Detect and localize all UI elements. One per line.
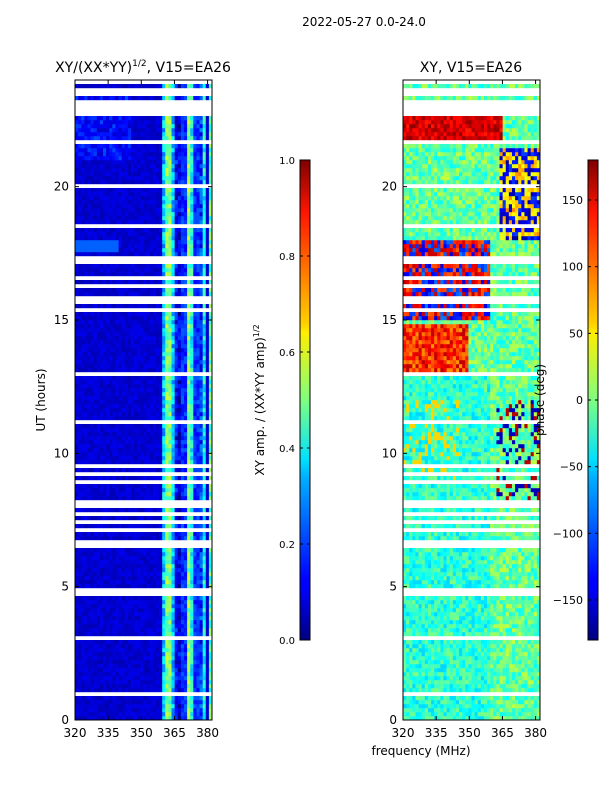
phase-plot-frame — [402, 79, 541, 721]
x-tick-label: 320 — [392, 726, 415, 740]
y-tick-label: 0 — [61, 713, 69, 727]
y-tick-label: 10 — [54, 446, 69, 460]
y-tick-label: 0 — [389, 713, 397, 727]
phase-axis-ticks: 320 335 350 365 380 0 5 10 15 20 — [382, 80, 547, 740]
y-tick-label: 5 — [389, 580, 397, 594]
figure-suptitle: 2022-05-27 0.0-24.0 — [302, 15, 426, 29]
x-tick-label: 335 — [425, 726, 448, 740]
x-axis-label: frequency (MHz) — [371, 744, 470, 758]
amp-colorbar — [299, 159, 311, 641]
x-tick-label: 350 — [458, 726, 481, 740]
x-tick-label: 365 — [163, 726, 186, 740]
amp-colorbar-label: XY amp. / (XX*YY amp)1/2 — [252, 324, 267, 475]
phase-heatmap — [403, 80, 540, 720]
x-tick-label: 380 — [524, 726, 547, 740]
y-tick-label: 20 — [54, 180, 69, 194]
x-tick-label: 350 — [130, 726, 153, 740]
amp-plot-frame — [74, 79, 213, 721]
y-tick-label: 15 — [54, 313, 69, 327]
colorbar-tick-label: −150 — [553, 594, 583, 607]
y-tick-label: 5 — [61, 580, 69, 594]
colorbar-tick-label: 50 — [569, 327, 583, 340]
colorbar-tick-label: 0.2 — [279, 540, 295, 551]
y-tick-label: 20 — [382, 180, 397, 194]
colorbar-tick-label: 100 — [562, 261, 583, 274]
amp-axis-ticks: 320 335 350 365 380 0 5 10 15 20 — [54, 80, 219, 740]
colorbar-tick-label: 0.8 — [279, 252, 295, 263]
colorbar-tick-label: 1.0 — [279, 156, 295, 167]
amp-title-rest: , V15=EA26 — [147, 60, 231, 76]
amp-title-main: XY/(XX*YY) — [55, 60, 132, 76]
amp-colorbar-label-sup: 1/2 — [252, 324, 261, 337]
x-tick-label: 365 — [491, 726, 514, 740]
y-tick-label: 10 — [382, 446, 397, 460]
colorbar-tick-label: −50 — [560, 461, 583, 474]
x-tick-label: 380 — [196, 726, 219, 740]
phase-panel-title: XY, V15=EA26 — [420, 60, 522, 76]
colorbar-tick-label: 0.0 — [279, 636, 295, 647]
y-tick-label: 15 — [382, 313, 397, 327]
x-tick-label: 335 — [97, 726, 120, 740]
colorbar-tick-label: 150 — [562, 194, 583, 207]
colorbar-tick-label: 0.4 — [279, 444, 295, 455]
colorbar-tick-label: 0 — [576, 394, 583, 407]
colorbar-tick-label: 0.6 — [279, 348, 295, 359]
amp-panel-title: XY/(XX*YY)1/2, V15=EA26 — [55, 59, 231, 76]
phase-colorbar-ticks: −150 −100 −50 0 50 100 150 — [553, 194, 598, 607]
phase-colorbar-label: phase (deg) — [533, 364, 547, 436]
amp-colorbar-label-main: XY amp. / (XX*YY amp) — [253, 337, 267, 475]
amp-y-axis-label: UT (hours) — [34, 368, 48, 431]
colorbar-tick-label: −100 — [553, 527, 583, 540]
x-tick-label: 320 — [64, 726, 87, 740]
amp-title-sup: 1/2 — [132, 59, 146, 69]
amp-heatmap — [75, 80, 212, 720]
amp-colorbar-ticks: 0.0 0.2 0.4 0.6 0.8 1.0 — [279, 156, 310, 647]
